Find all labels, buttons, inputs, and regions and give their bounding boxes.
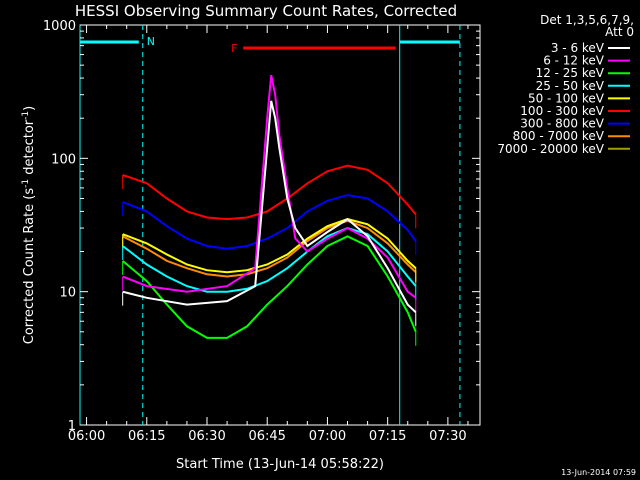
y-axis-label: Corrected Count Rate (s-1 detector-1) bbox=[21, 106, 37, 344]
y-tick-label: 10 bbox=[59, 286, 76, 301]
legend-att: Att 0 bbox=[605, 25, 634, 39]
legend-item-label: 300 - 800 keV bbox=[520, 117, 604, 131]
series-line bbox=[122, 218, 417, 274]
series-line bbox=[122, 164, 417, 221]
legend-item-label: 800 - 7000 keV bbox=[513, 129, 605, 143]
series-line bbox=[122, 219, 417, 278]
y-axis-label-mid: detector bbox=[22, 119, 37, 179]
series-line bbox=[122, 194, 417, 250]
legend-item-label: 25 - 50 keV bbox=[536, 79, 605, 93]
y-axis-label-main: Corrected Count Rate (s bbox=[22, 188, 37, 345]
flare-label: F bbox=[231, 42, 237, 55]
series-line bbox=[122, 235, 417, 339]
y-tick-label: 100 bbox=[51, 152, 76, 167]
y-axis-label-sup1: -1 bbox=[21, 179, 31, 188]
x-tick-label: 06:45 bbox=[248, 429, 285, 444]
y-axis-label-sup2: -1 bbox=[21, 111, 31, 120]
y-tick-label: 1000 bbox=[43, 19, 76, 34]
x-tick-label: 07:00 bbox=[309, 429, 346, 444]
x-tick-label: 06:30 bbox=[188, 429, 225, 444]
x-tick-label: 06:00 bbox=[68, 429, 105, 444]
legend-header: Det 1,3,5,6,7,9, bbox=[540, 13, 634, 27]
x-axis-label: Start Time (13-Jun-14 05:58:22) bbox=[176, 457, 384, 472]
plot-frame bbox=[79, 24, 481, 426]
series-line bbox=[122, 227, 417, 293]
series-line bbox=[122, 100, 417, 314]
legend-item-label: 100 - 300 keV bbox=[520, 104, 604, 118]
legend-item-label: 6 - 12 keV bbox=[543, 54, 605, 68]
chart-title: HESSI Observing Summary Count Rates, Cor… bbox=[75, 2, 457, 20]
x-tick-label: 07:30 bbox=[429, 429, 466, 444]
legend-item-label: 12 - 25 keV bbox=[536, 66, 605, 80]
x-tick-label: 07:15 bbox=[369, 429, 406, 444]
series-layer bbox=[122, 74, 417, 346]
ticks-layer: 06:00 06:15 06:30 06:45 07:00 07:15 07:30 1 10 10… bbox=[43, 19, 480, 444]
annotations: NF bbox=[79, 25, 461, 425]
legend-item-label: 3 - 6 keV bbox=[551, 41, 605, 55]
y-axis-label-end: ) bbox=[22, 106, 37, 111]
timestamp: 13-Jun-2014 07:59 bbox=[561, 468, 636, 477]
night-label: N bbox=[147, 35, 155, 48]
x-tick-label: 06:15 bbox=[128, 429, 165, 444]
y-tick-label: 1 bbox=[68, 419, 76, 434]
legend-item-label: 7000 - 20000 keV bbox=[497, 142, 604, 156]
legend-item-label: 50 - 100 keV bbox=[528, 91, 605, 105]
plot-area: NF 06:00 06:15 06:30 06:45 07:00 07:15 07:3011… bbox=[43, 19, 481, 444]
